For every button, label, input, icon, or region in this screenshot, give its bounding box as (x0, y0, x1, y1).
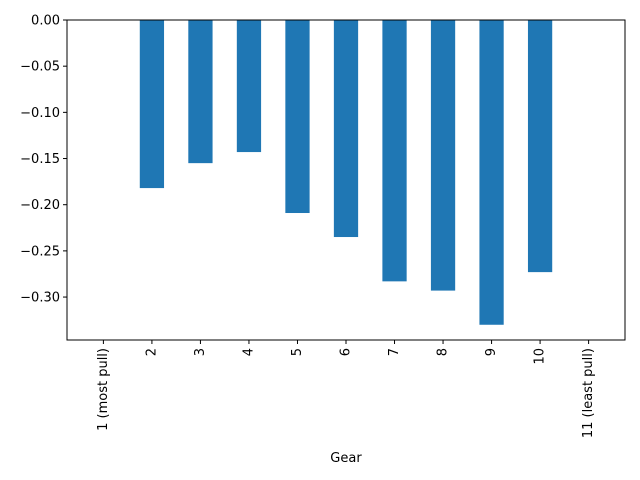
y-axis: 0.00 −0.05 −0.10 −0.15 −0.20 −0.25 −0.30 (20, 14, 67, 306)
x-tick-label: 2 (144, 348, 159, 356)
y-tick-label: −0.15 (20, 152, 60, 167)
y-tick-label: −0.20 (20, 198, 60, 213)
x-tick-label: 5 (290, 348, 305, 356)
y-tick-label: 0.00 (31, 14, 60, 29)
bar-4 (236, 20, 262, 153)
bar-10 (527, 20, 553, 273)
x-tick-label: 8 (436, 348, 451, 356)
x-tick-label: 6 (339, 348, 354, 356)
x-tick-label: 9 (484, 348, 499, 356)
bar-6 (333, 20, 359, 238)
y-tick-label: −0.10 (20, 106, 60, 121)
bar-7 (382, 20, 407, 282)
x-tick-label: 7 (387, 348, 402, 356)
x-tick-label: 3 (193, 348, 208, 356)
y-tick-label: −0.30 (20, 291, 60, 306)
y-tick-label: −0.05 (20, 60, 60, 75)
bar-2 (139, 20, 165, 189)
x-axis-label: Gear (330, 451, 362, 466)
y-tick-label: −0.25 (20, 244, 60, 259)
bars-group (139, 20, 553, 325)
x-tick-label: 10 (533, 348, 548, 365)
bar-8 (430, 20, 456, 291)
plot-frame (66, 19, 626, 341)
bar-9 (479, 20, 504, 325)
bar-3 (188, 20, 213, 164)
x-tick-label: 11 (least pull) (581, 348, 596, 438)
x-axis: 1 (most pull) 2 3 4 5 6 7 8 9 10 11 (least pull) (96, 340, 596, 438)
bar-5 (285, 20, 310, 214)
x-tick-label: 4 (241, 348, 256, 356)
x-tick-label: 1 (most pull) (96, 348, 111, 431)
